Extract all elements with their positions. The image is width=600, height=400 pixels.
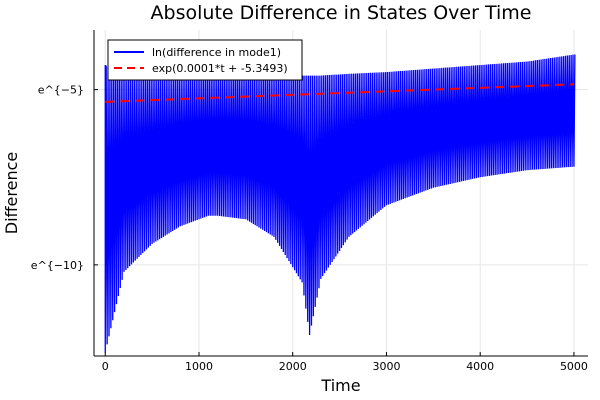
- x-tick-label-0: 0: [102, 360, 109, 373]
- x-tick-label-1: 1000: [185, 360, 213, 373]
- legend-label-fit: exp(0.0001*t + -5.3493): [152, 62, 288, 75]
- legend-label-mode1: ln(difference in mode1): [152, 46, 281, 59]
- tick-labels: 0 1000 2000 3000 4000 5000 e^{−5} e^{−10}: [31, 84, 588, 373]
- series-mode1-path: [104, 54, 576, 353]
- series-mode1-line: [104, 54, 576, 353]
- axes: [93, 30, 588, 357]
- x-tick-label-4: 4000: [466, 360, 494, 373]
- x-tick-label-3: 3000: [372, 360, 400, 373]
- series-fit-line: [105, 83, 574, 103]
- y-tick-label-0: e^{−5}: [38, 84, 84, 97]
- y-axis-label: Difference: [2, 152, 21, 234]
- x-axis-label: Time: [320, 376, 360, 395]
- x-tick-label-5: 5000: [560, 360, 588, 373]
- chart-title: Absolute Difference in States Over Time: [151, 2, 532, 24]
- legend-box: [107, 39, 303, 81]
- y-tick-label-1: e^{−10}: [31, 259, 84, 272]
- series-fit-path: [105, 83, 574, 103]
- x-tick-label-2: 2000: [279, 360, 307, 373]
- legend: ln(difference in mode1) exp(0.0001*t + -…: [107, 39, 303, 81]
